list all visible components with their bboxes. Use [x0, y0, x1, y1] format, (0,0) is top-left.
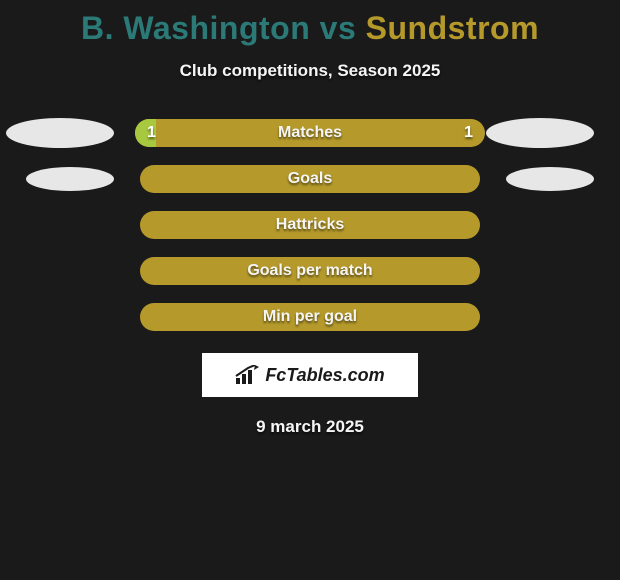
- player1-name: B. Washington: [81, 10, 310, 46]
- stat-row: Min per goal: [0, 303, 620, 331]
- stat-bar: Goals: [140, 165, 480, 193]
- stat-bar: Hattricks: [140, 211, 480, 239]
- branding-text: FcTables.com: [265, 365, 384, 386]
- left-bubble: [6, 118, 114, 148]
- vs-separator: vs: [310, 10, 365, 46]
- stat-row: Goals: [0, 165, 620, 193]
- stat-label: Matches: [278, 124, 342, 142]
- stat-label: Min per goal: [263, 308, 357, 326]
- player2-name: Sundstrom: [366, 10, 539, 46]
- page-title: B. Washington vs Sundstrom: [81, 10, 539, 47]
- stat-value-right: 1: [464, 124, 473, 142]
- stat-row: Matches 1 1: [0, 119, 620, 147]
- right-bubble: [486, 118, 594, 148]
- stat-value-left: 1: [147, 124, 156, 142]
- branding-badge: FcTables.com: [202, 353, 418, 397]
- footer-date: 9 march 2025: [256, 417, 364, 437]
- comparison-card: B. Washington vs Sundstrom Club competit…: [0, 0, 620, 437]
- stat-rows-container: Matches 1 1 Goals Hattricks Goals per match Mi…: [0, 119, 620, 331]
- stat-label: Goals per match: [247, 262, 372, 280]
- stat-bar: Min per goal: [140, 303, 480, 331]
- stat-bar: Goals per match: [140, 257, 480, 285]
- stat-label: Hattricks: [276, 216, 344, 234]
- chart-icon: [235, 365, 259, 385]
- subtitle: Club competitions, Season 2025: [180, 61, 441, 81]
- stat-label: Goals: [288, 170, 332, 188]
- right-bubble: [506, 167, 594, 191]
- stat-row: Goals per match: [0, 257, 620, 285]
- stat-bar: Matches 1 1: [135, 119, 485, 147]
- stat-row: Hattricks: [0, 211, 620, 239]
- left-bubble: [26, 167, 114, 191]
